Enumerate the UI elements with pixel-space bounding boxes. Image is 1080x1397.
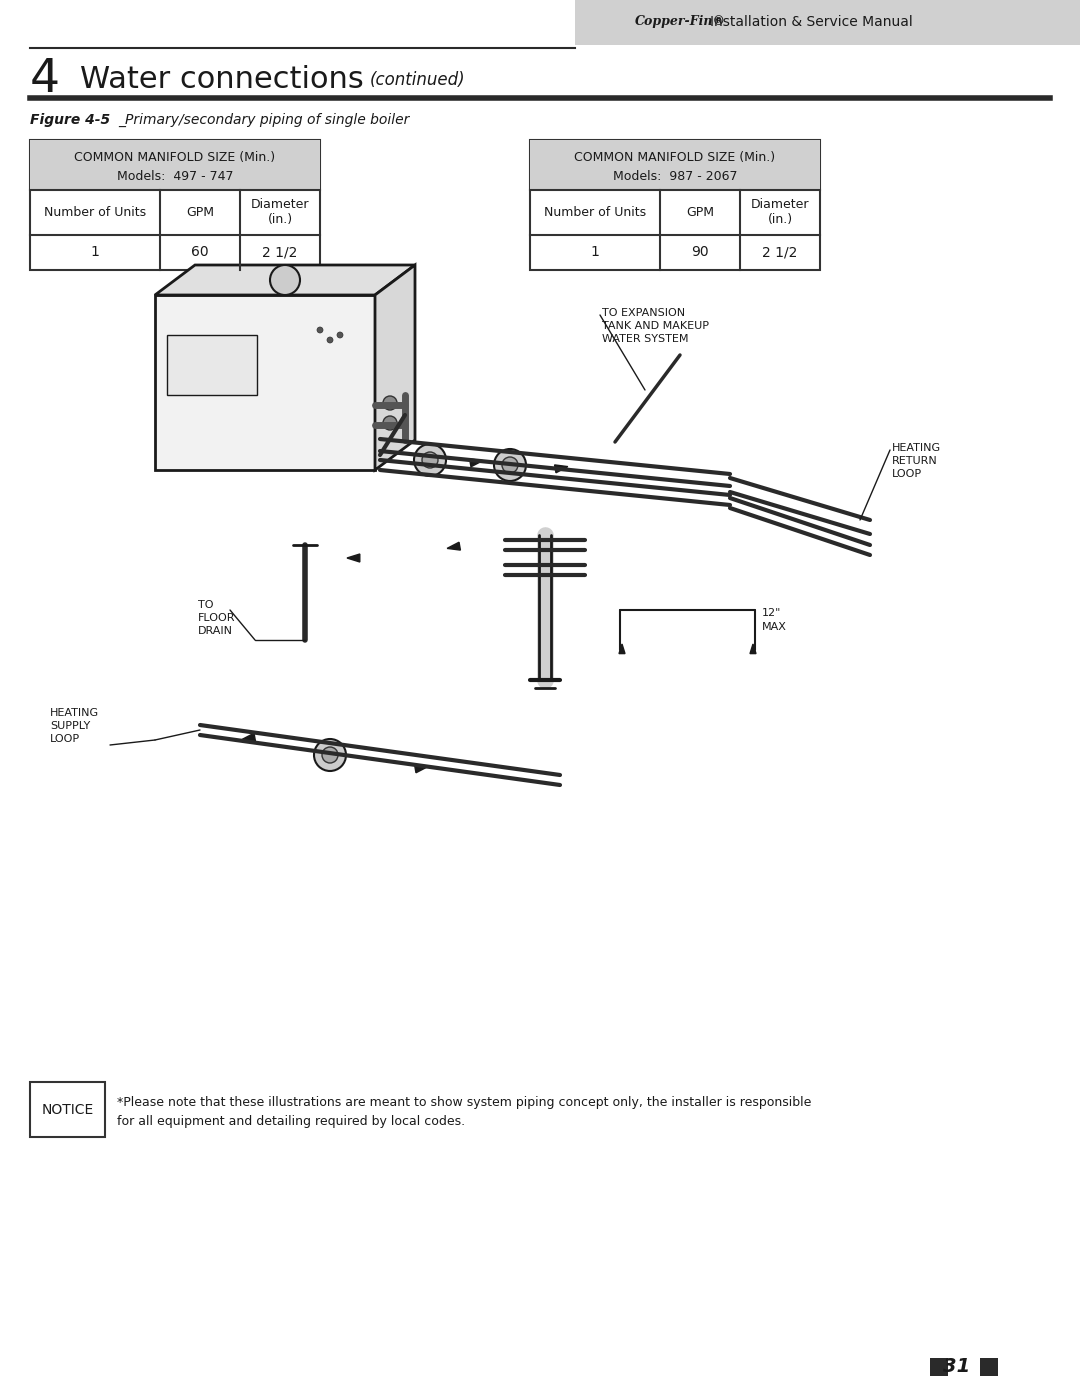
Circle shape	[314, 739, 346, 771]
Bar	[980, 1358, 998, 1376]
Bar	[930, 1358, 948, 1376]
Text: Diameter
(in.): Diameter (in.)	[251, 198, 309, 226]
Text: GPM: GPM	[686, 205, 714, 219]
Bar	[530, 140, 820, 190]
Text: 1: 1	[591, 246, 599, 260]
Text: Installation & Service Manual: Installation & Service Manual	[710, 15, 913, 29]
Text: TO
FLOOR
DRAIN: TO FLOOR DRAIN	[198, 599, 235, 637]
Bar	[530, 140, 820, 270]
Text: 4: 4	[30, 57, 60, 102]
Text: Water connections: Water connections	[80, 66, 364, 95]
Text: COMMON MANIFOLD SIZE (Min.): COMMON MANIFOLD SIZE (Min.)	[75, 151, 275, 163]
Text: (continued): (continued)	[370, 71, 465, 89]
Bar	[30, 140, 320, 270]
Text: *Please note that these illustrations are meant to show system piping concept on: *Please note that these illustrations ar…	[117, 1097, 811, 1127]
Polygon shape	[347, 555, 360, 562]
Text: Number of Units: Number of Units	[44, 205, 146, 219]
Bar	[30, 1083, 105, 1137]
Text: Copper-Fin®: Copper-Fin®	[635, 15, 726, 28]
Text: _Primary/secondary piping of single boiler: _Primary/secondary piping of single boil…	[118, 113, 409, 127]
Text: Models:  987 - 2067: Models: 987 - 2067	[612, 169, 738, 183]
Polygon shape	[415, 766, 428, 773]
Circle shape	[383, 395, 397, 409]
Text: COMMON MANIFOLD SIZE (Min.): COMMON MANIFOLD SIZE (Min.)	[575, 151, 775, 163]
Circle shape	[502, 457, 518, 474]
Circle shape	[322, 747, 338, 763]
Text: Number of Units: Number of Units	[544, 205, 646, 219]
Bar	[30, 140, 320, 190]
Polygon shape	[242, 733, 256, 740]
Circle shape	[494, 448, 526, 481]
Bar	[167, 335, 257, 395]
Text: HEATING
SUPPLY
LOOP: HEATING SUPPLY LOOP	[50, 708, 99, 745]
Text: 90: 90	[691, 246, 708, 260]
Polygon shape	[156, 265, 415, 295]
Circle shape	[318, 327, 323, 332]
Polygon shape	[447, 542, 460, 550]
Polygon shape	[375, 265, 415, 469]
Bar	[575, 0, 1080, 45]
Circle shape	[337, 332, 343, 338]
Text: TO EXPANSION
TANK AND MAKEUP
WATER SYSTEM: TO EXPANSION TANK AND MAKEUP WATER SYSTE…	[602, 307, 708, 345]
Circle shape	[414, 444, 446, 476]
Bar	[156, 295, 375, 469]
Polygon shape	[470, 458, 483, 467]
Text: 2 1/2: 2 1/2	[762, 246, 798, 260]
Text: 12"
MAX: 12" MAX	[762, 609, 787, 631]
Text: HEATING
RETURN
LOOP: HEATING RETURN LOOP	[892, 443, 941, 479]
Text: 31: 31	[943, 1358, 971, 1376]
Text: 2 1/2: 2 1/2	[262, 246, 298, 260]
Polygon shape	[750, 644, 756, 654]
Circle shape	[270, 265, 300, 295]
Polygon shape	[619, 644, 625, 654]
Text: 60: 60	[191, 246, 208, 260]
Text: GPM: GPM	[186, 205, 214, 219]
Text: NOTICE: NOTICE	[41, 1102, 94, 1116]
Polygon shape	[554, 465, 568, 472]
Text: Figure 4-5: Figure 4-5	[30, 113, 110, 127]
Text: Models:  497 - 747: Models: 497 - 747	[117, 169, 233, 183]
Text: Diameter
(in.): Diameter (in.)	[751, 198, 809, 226]
Circle shape	[327, 337, 333, 344]
Text: 1: 1	[91, 246, 99, 260]
Circle shape	[422, 453, 438, 468]
Circle shape	[383, 416, 397, 430]
